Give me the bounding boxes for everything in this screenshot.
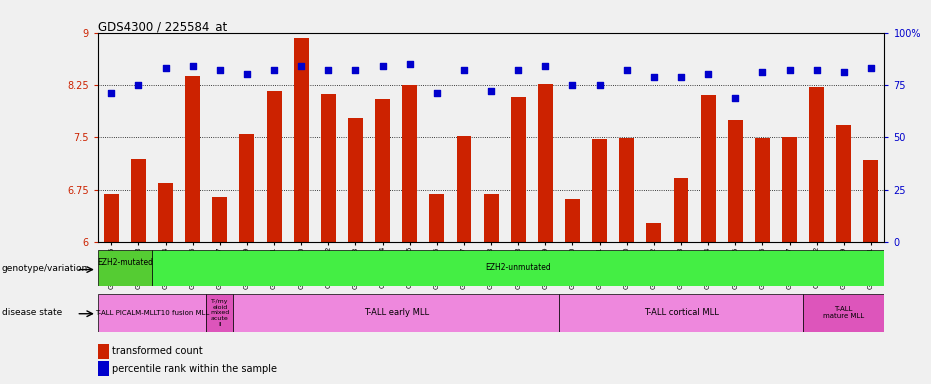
Bar (207, 294, 234, 332)
Text: T-ALL
mature MLL: T-ALL mature MLL (823, 306, 864, 319)
Point (755, 70, 770, 76)
Bar (483, 194, 499, 242)
Bar (646, 223, 661, 242)
Text: T-ALL PICALM-MLLT10 fusion MLL: T-ALL PICALM-MLLT10 fusion MLL (95, 310, 209, 316)
Bar (565, 199, 580, 242)
Point (592, 82, 607, 88)
Bar (429, 194, 444, 242)
Text: percentile rank within the sample: percentile rank within the sample (112, 364, 277, 374)
Point (266, 67, 281, 73)
Point (239, 71, 254, 78)
Bar (511, 97, 526, 242)
Point (565, 82, 580, 88)
Text: transformed count: transformed count (112, 346, 202, 356)
Point (158, 65, 173, 71)
Point (673, 73, 688, 79)
Bar (131, 159, 146, 242)
Point (646, 73, 661, 79)
Point (538, 63, 553, 69)
Bar (294, 38, 309, 242)
Bar (619, 138, 634, 242)
Point (511, 67, 526, 73)
Bar (321, 94, 336, 242)
Text: genotype/variation: genotype/variation (2, 264, 88, 273)
Bar (728, 120, 743, 242)
Point (212, 67, 227, 73)
Point (619, 67, 634, 73)
Point (348, 67, 363, 73)
Bar (559, 294, 803, 332)
Point (483, 88, 498, 94)
Text: disease state: disease state (2, 308, 62, 318)
Point (863, 65, 878, 71)
Point (456, 67, 471, 73)
Bar (348, 118, 363, 242)
Point (185, 63, 200, 69)
Bar (104, 194, 119, 242)
Bar (701, 96, 716, 242)
Text: EZH2-unmutated: EZH2-unmutated (485, 263, 551, 272)
Bar (402, 85, 417, 242)
Bar (592, 139, 607, 242)
Point (321, 67, 336, 73)
Point (429, 90, 444, 96)
Bar (456, 136, 471, 242)
Bar (185, 76, 200, 242)
Bar (809, 87, 824, 242)
Text: EZH2-mutated: EZH2-mutated (97, 258, 153, 278)
Point (836, 70, 851, 76)
Point (131, 82, 146, 88)
Point (294, 63, 309, 69)
Bar (98, 250, 152, 286)
Text: T-ALL early MLL: T-ALL early MLL (364, 308, 428, 318)
Bar (234, 294, 559, 332)
Bar (98, 294, 207, 332)
Bar (782, 137, 797, 242)
Bar (266, 91, 281, 242)
Point (809, 67, 824, 73)
Point (402, 61, 417, 67)
Bar (673, 178, 688, 242)
Text: T-/my
eloid
mixed
acute
ll: T-/my eloid mixed acute ll (210, 299, 229, 327)
Bar (538, 84, 553, 242)
Bar (836, 126, 851, 242)
Bar (755, 138, 770, 242)
Point (701, 71, 716, 78)
Bar (239, 134, 254, 242)
Text: T-ALL cortical MLL: T-ALL cortical MLL (643, 308, 719, 318)
Point (782, 67, 797, 73)
Point (375, 63, 390, 69)
Point (728, 94, 743, 101)
Bar (375, 99, 390, 242)
Point (104, 90, 119, 96)
Bar (803, 294, 884, 332)
Bar (158, 183, 173, 242)
Bar (863, 160, 878, 242)
Text: GDS4300 / 225584_at: GDS4300 / 225584_at (98, 20, 227, 33)
Bar (212, 197, 227, 242)
